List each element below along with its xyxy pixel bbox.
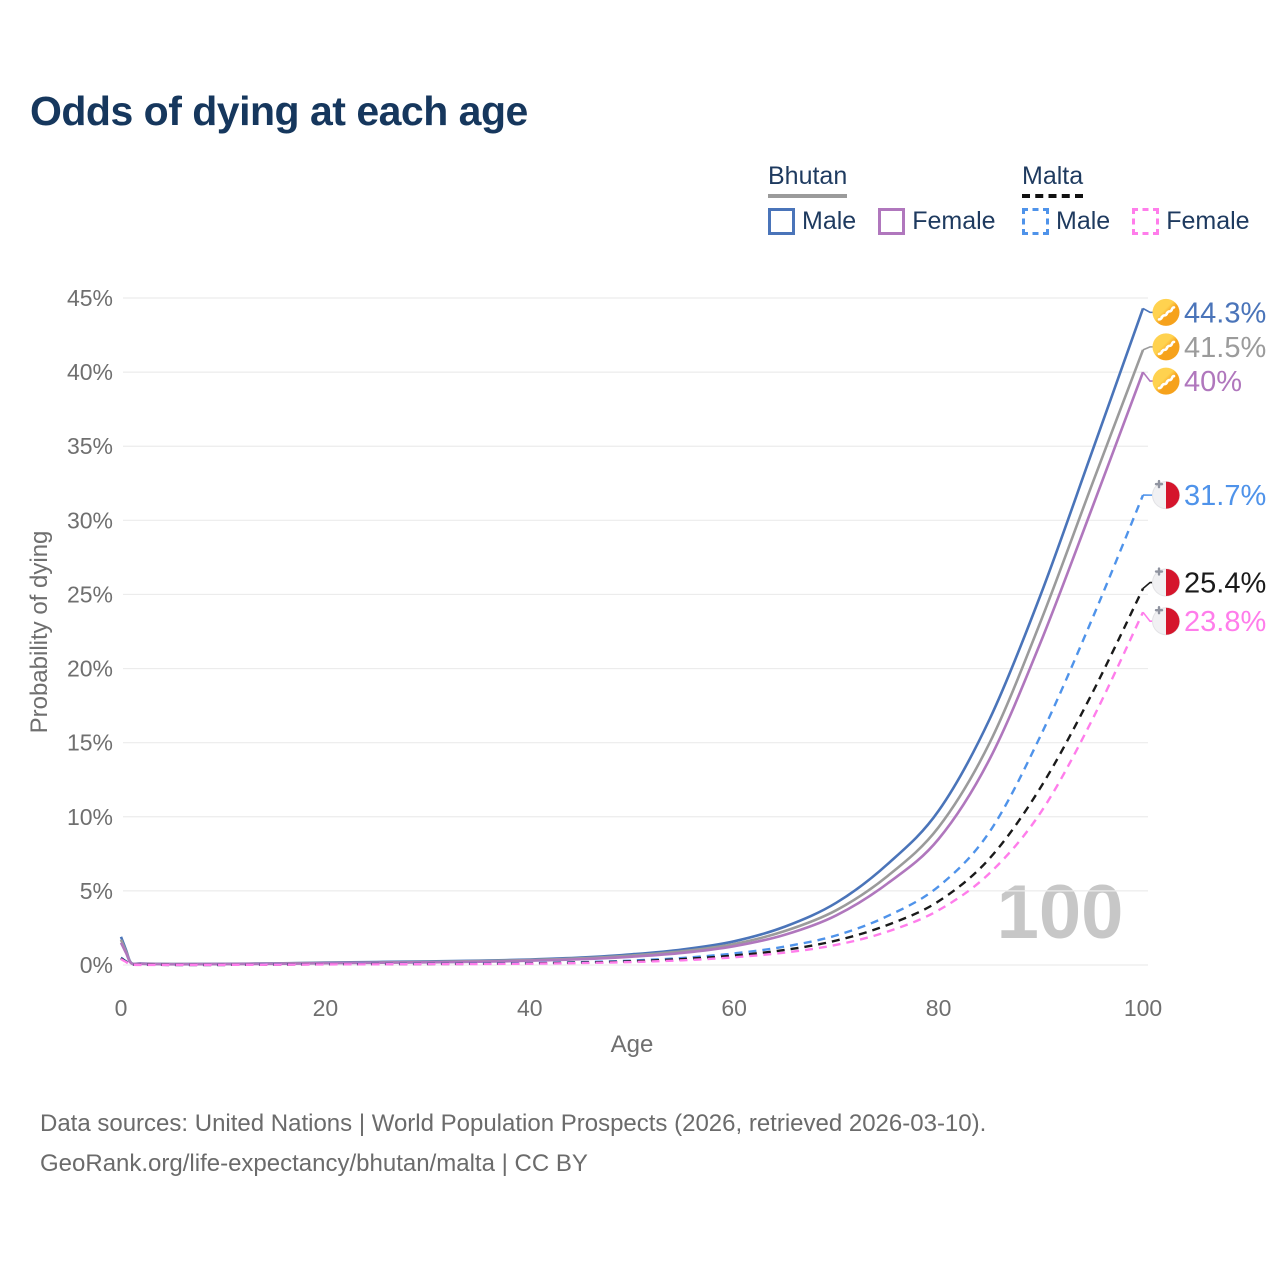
bhutan-female-swatch-icon xyxy=(878,208,906,235)
y-tick-label: 20% xyxy=(67,656,113,682)
bhutan-male-swatch-icon xyxy=(768,208,795,235)
y-tick-label: 10% xyxy=(67,804,113,830)
legend-group-bhutan: Bhutan Male Female xyxy=(768,162,996,236)
y-axis-title: Probability of dying xyxy=(26,531,53,734)
y-tick-label: 15% xyxy=(67,730,113,756)
axis-ticks: 0% 5% 10% 15% 20% 25% 30% 35% 40% 45% 0 20 40 60 80 100 xyxy=(67,285,1162,1021)
attribution-line: GeoRank.org/life-expectancy/bhutan/malta… xyxy=(40,1150,588,1177)
x-tick-label: 80 xyxy=(926,995,952,1021)
y-tick-label: 5% xyxy=(80,878,113,904)
malta-flag-icon xyxy=(1151,606,1181,636)
y-tick-label: 40% xyxy=(67,359,113,385)
x-tick-label: 40 xyxy=(517,995,543,1021)
malta-female-swatch-icon xyxy=(1132,208,1160,235)
page-title: Odds of dying at each age xyxy=(30,88,528,134)
legend-item-label: Female xyxy=(1166,207,1250,235)
legend-header-bhutan: Bhutan xyxy=(768,162,848,198)
x-tick-label: 0 xyxy=(115,995,128,1021)
series-line-malta-male xyxy=(120,494,1145,967)
series-line-bhutan-female xyxy=(119,371,1145,966)
malta-flag-icon xyxy=(1151,479,1181,510)
series-line-malta-female xyxy=(120,611,1145,967)
end-value-label-bhutan-female: 40% xyxy=(1184,366,1242,398)
end-labels: 44.3%41.5%40% 31.7% 25.4% 23.8% xyxy=(1142,297,1266,638)
legend-item-label: Male xyxy=(1056,207,1111,235)
end-value-label-bhutan-both: 41.5% xyxy=(1184,332,1266,364)
end-value-label-bhutan-male: 44.3% xyxy=(1184,297,1266,329)
bhutan-flag-icon xyxy=(1151,366,1181,396)
x-tick-label: 60 xyxy=(721,995,747,1021)
label-connector xyxy=(1142,371,1154,382)
bhutan-flag-icon xyxy=(1151,332,1181,362)
end-value-label-malta-both: 25.4% xyxy=(1184,568,1266,600)
legend-item-bhutan-male[interactable]: Male xyxy=(768,207,856,236)
mortality-chart: 100 0% 5% 10% 15% 20% 25% 30% 35% 40% 45% 0 20 40 60 8… xyxy=(26,285,1266,1058)
y-tick-label: 25% xyxy=(67,581,113,607)
y-tick-label: 30% xyxy=(67,507,113,533)
label-connector xyxy=(1142,307,1154,314)
x-tick-label: 100 xyxy=(1124,995,1162,1021)
legend-item-malta-female[interactable]: Female xyxy=(1132,207,1250,236)
malta-male-swatch-icon xyxy=(1022,208,1049,235)
legend-header-malta: Malta xyxy=(1022,162,1084,198)
legend-group-malta: Malta Male Female xyxy=(1022,162,1250,236)
y-tick-label: 45% xyxy=(67,285,113,311)
series-line-bhutan-both xyxy=(119,349,1145,966)
age-watermark: 100 xyxy=(997,870,1124,955)
legend-item-label: Male xyxy=(802,207,857,235)
data-source-line: Data sources: United Nations | World Pop… xyxy=(40,1110,987,1137)
label-connector xyxy=(1142,346,1154,351)
legend-item-label: Female xyxy=(912,207,996,235)
series-lines xyxy=(119,307,1145,967)
gridlines xyxy=(123,297,1148,966)
end-value-label-malta-female: 23.8% xyxy=(1184,606,1266,638)
y-tick-label: 35% xyxy=(67,433,113,459)
footer: Data sources: United Nations | World Pop… xyxy=(40,1104,986,1184)
legend-item-bhutan-female[interactable]: Female xyxy=(878,207,996,236)
malta-flag-icon xyxy=(1151,567,1181,598)
end-value-label-malta-male: 31.7% xyxy=(1184,480,1266,512)
legend-item-malta-male[interactable]: Male xyxy=(1022,207,1110,236)
x-axis-title: Age xyxy=(611,1031,654,1058)
bhutan-flag-icon xyxy=(1151,297,1181,328)
series-line-malta-both xyxy=(120,587,1145,967)
series-line-bhutan-male xyxy=(119,307,1145,966)
y-tick-label: 0% xyxy=(80,952,113,978)
x-tick-label: 20 xyxy=(313,995,339,1021)
